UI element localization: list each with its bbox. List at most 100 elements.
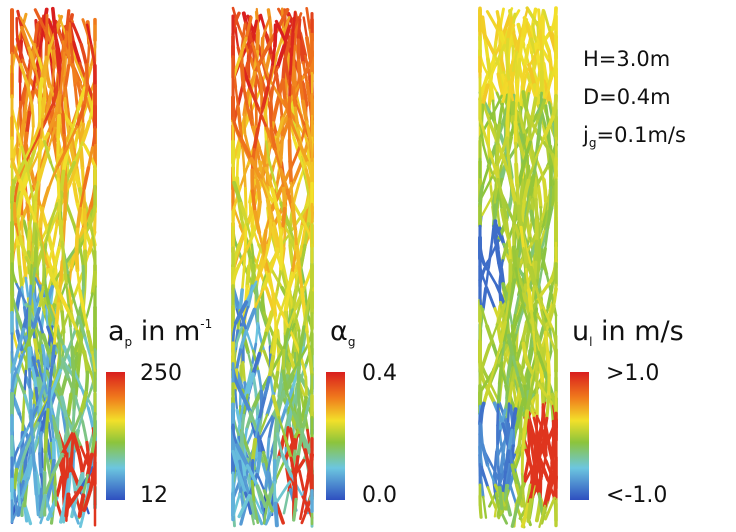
unit: in m/s — [592, 316, 683, 347]
streamline-segment — [487, 288, 495, 309]
streamline-segment — [80, 246, 83, 267]
streamline-segment — [519, 206, 521, 227]
max-label: 0.4 — [362, 361, 397, 386]
streamline-segment — [45, 57, 46, 78]
streamline-segment — [242, 66, 244, 87]
colorbar — [106, 372, 125, 500]
streamline-segment — [45, 431, 46, 452]
streamline-segment — [275, 482, 276, 504]
streamline-segment — [35, 248, 36, 268]
streamline-segment — [61, 172, 63, 193]
streamline-segment — [508, 95, 510, 117]
streamline-segment — [53, 225, 57, 246]
streamline-segment — [498, 384, 499, 405]
streamline-segment — [33, 453, 35, 474]
symbol: a — [108, 316, 125, 347]
streamline-segment — [23, 412, 24, 433]
streamline-segment — [68, 395, 71, 415]
symbol: D — [583, 85, 599, 109]
streamline-segment — [535, 437, 536, 458]
streamline-segment — [46, 36, 47, 57]
streamline-segment — [495, 452, 496, 473]
streamline-segment — [29, 231, 30, 252]
streamline-segment — [555, 477, 557, 498]
streamline-segment — [281, 251, 282, 272]
streamline-segment — [77, 250, 78, 270]
min-label: 0.0 — [362, 483, 397, 508]
streamline-segment — [517, 80, 518, 101]
streamline-segment — [534, 332, 536, 353]
streamline-segment — [518, 59, 520, 80]
streamline-segment — [542, 405, 543, 425]
colorbar — [570, 372, 589, 500]
streamline-segment — [36, 494, 38, 515]
streamline-segment — [306, 377, 307, 398]
streamline-segment — [297, 247, 299, 268]
streamline-segment — [535, 353, 536, 374]
streamline-segment — [290, 245, 293, 265]
streamline-segment — [67, 204, 75, 225]
streamline-segment — [481, 196, 492, 217]
streamline-segment — [66, 495, 68, 516]
streamline-segment — [30, 390, 31, 411]
streamline-segment — [59, 340, 60, 361]
streamline-segment — [536, 242, 537, 263]
streamline-segment — [31, 411, 32, 432]
streamline-segment — [508, 404, 509, 425]
streamline-segment — [73, 296, 79, 317]
streamline-segment — [307, 8, 310, 30]
streamline-segment — [311, 143, 312, 164]
streamline-segment — [43, 99, 44, 120]
streamline-segment — [60, 221, 62, 242]
subscript: g — [589, 136, 597, 150]
streamline-segment — [65, 199, 66, 220]
streamline-segment — [81, 44, 86, 65]
value: =3.0m — [599, 47, 670, 71]
streamline-segment — [52, 346, 54, 367]
streamline-segment — [521, 180, 522, 201]
colorbar-title: αg — [330, 316, 355, 349]
streamline-segment — [64, 263, 66, 284]
streamline-segment — [298, 436, 302, 457]
streamline-segment — [72, 347, 73, 368]
streamline-segment — [243, 148, 245, 168]
streamline-segment — [516, 101, 517, 122]
streamline-segment — [256, 323, 258, 344]
streamline-segment — [290, 162, 291, 183]
streamline-segment — [533, 458, 535, 479]
streamline-segment — [281, 230, 282, 251]
streamline-segment — [18, 216, 20, 237]
streamline-segment — [291, 183, 293, 204]
streamline-segment — [269, 274, 273, 295]
subscript: g — [348, 335, 356, 349]
streamline-segment — [48, 388, 50, 409]
streamline-segment — [88, 43, 89, 64]
streamline-segment — [538, 186, 540, 207]
streamline-segment — [238, 107, 240, 127]
symbol: H — [583, 47, 599, 71]
streamline-segment — [509, 241, 510, 261]
streamline-segment — [47, 410, 49, 431]
streamline-segment — [55, 485, 56, 506]
colorbar-title: ap in m-1 — [108, 316, 212, 349]
unit: in m — [132, 316, 200, 347]
parameter: D=0.4m — [583, 85, 671, 109]
colorbar — [326, 372, 345, 500]
streamline-segment — [304, 18, 307, 38]
streamline-segment — [273, 295, 275, 316]
streamline-segment — [39, 140, 41, 161]
streamline-segment — [55, 30, 57, 51]
parameter: H=3.0m — [583, 47, 670, 71]
streamline-segment — [539, 10, 541, 31]
streamline-segment — [32, 244, 33, 265]
streamline-segment — [507, 138, 508, 160]
streamline-segment — [41, 208, 43, 229]
streamline-segment — [73, 65, 75, 86]
streamline-segment — [14, 470, 16, 491]
streamline-segment — [284, 227, 286, 248]
streamline-segment — [298, 388, 299, 408]
streamline-segment — [284, 189, 285, 209]
streamline-segment — [273, 102, 278, 123]
streamline-segment — [491, 80, 493, 101]
streamline-segment — [61, 262, 63, 283]
